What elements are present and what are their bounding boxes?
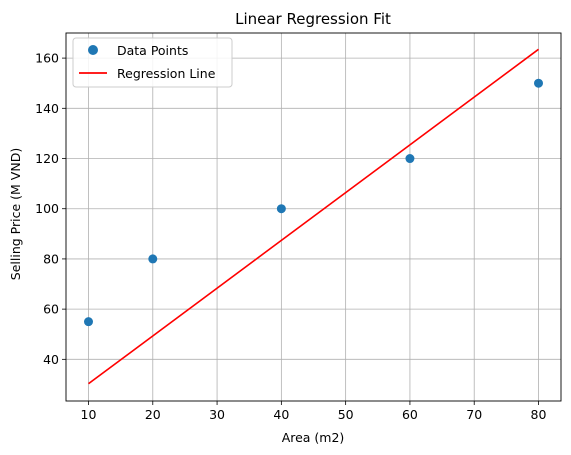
x-tick-label: 40 [273,407,289,422]
plot-frame [65,32,562,402]
legend-label-data-points: Data Points [117,43,188,58]
x-tick-label: 50 [338,407,354,422]
x-axis-label: Area (m2) [282,430,345,445]
x-tick-label: 20 [145,407,161,422]
data-point [148,254,158,264]
x-tick-label: 60 [402,407,418,422]
legend: Data Points Regression Line [72,37,233,88]
y-tick-label: 100 [35,201,59,216]
legend-label-regression-line: Regression Line [117,66,216,81]
regression-line-layer [88,48,539,385]
x-tick-label: 30 [209,407,225,422]
y-axis-label: Selling Price (M VND) [8,148,23,280]
y-tick-label: 160 [35,51,59,66]
y-tick-label: 60 [43,302,59,317]
x-tick-label: 70 [466,407,482,422]
legend-box [72,37,233,88]
x-tick-label: 80 [531,407,547,422]
data-point [534,78,543,88]
chart-title: Linear Regression Fit [235,10,391,28]
data-points-layer [84,78,543,327]
y-tick-label: 80 [43,251,59,266]
data-point [276,204,286,214]
x-tick-label: 10 [81,407,97,422]
data-point [405,154,415,164]
y-tick-label: 140 [35,101,59,116]
axis-ticks: 10 20 30 40 50 60 70 80 40 60 80 100 120 140 160 [35,51,546,422]
y-tick-label: 120 [35,151,59,166]
regression-line [88,48,539,385]
data-point [84,317,93,327]
y-tick-label: 40 [43,352,59,367]
legend-marker-data-points [88,45,98,55]
